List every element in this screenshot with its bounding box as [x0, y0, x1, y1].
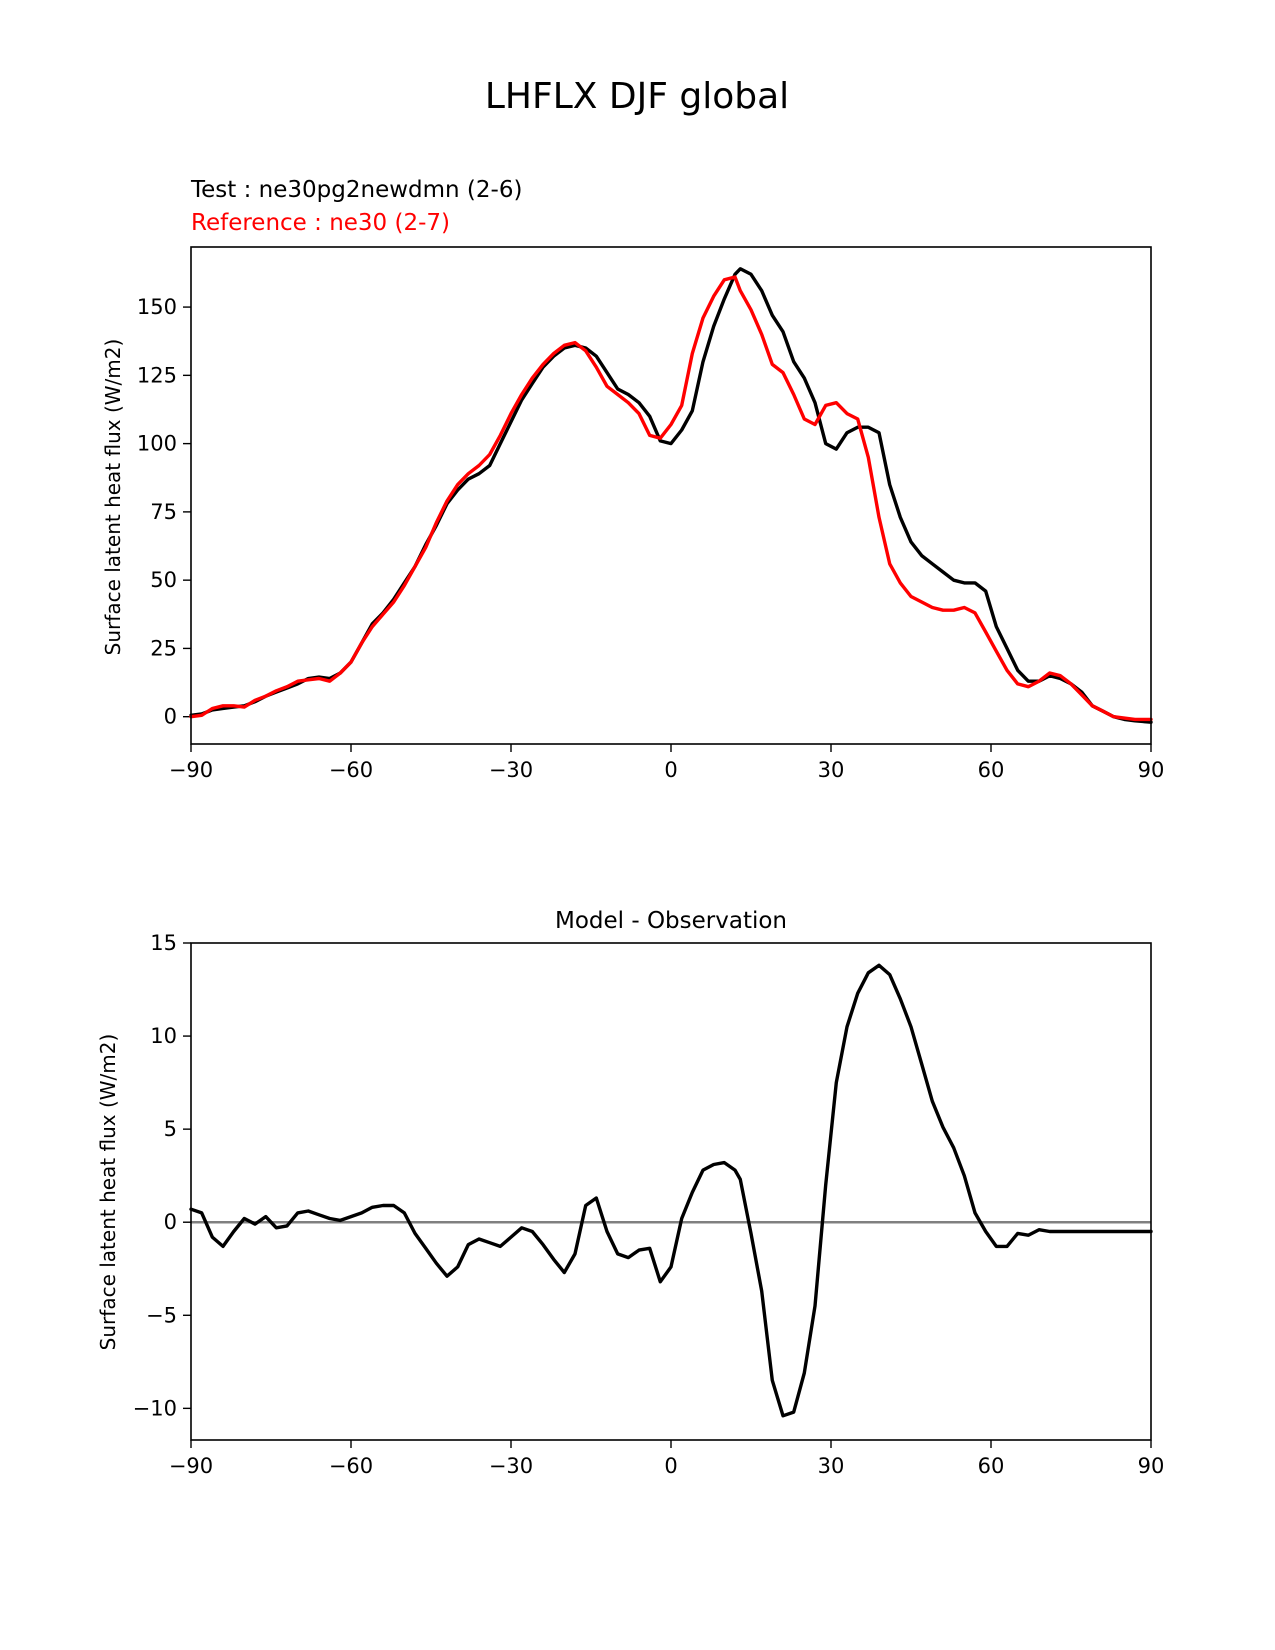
top-plot-frame — [190, 246, 1152, 745]
top-x-tick-label: −60 — [329, 758, 373, 782]
reference-label: Reference : ne30 (2-7) — [191, 210, 450, 236]
bottom-plot-area: −90 −60 −30 0 30 60 90 −10 −5 0 5 10 15 — [133, 931, 1165, 1478]
top-series-reference — [189, 275, 1153, 722]
top-x-tick-label: −30 — [489, 758, 533, 782]
bottom-y-axis-label: Surface latent heat flux (W/m2) — [96, 1034, 120, 1351]
top-y-tick-label: 125 — [137, 363, 177, 387]
top-y-tick-label: 75 — [150, 500, 177, 524]
top-y-tick-label: 0 — [164, 705, 177, 729]
top-x-tick-label: −90 — [169, 758, 213, 782]
bottom-y-tick-label: 15 — [150, 931, 177, 955]
bottom-y-tick-label: −5 — [146, 1303, 177, 1327]
bottom-series-model-observation — [189, 963, 1153, 1418]
bottom-x-tick-label: 60 — [978, 1454, 1005, 1478]
top-plot-area: −90 −60 −30 0 30 60 90 0 25 50 75 100 125 150 — [137, 267, 1165, 782]
bottom-x-tick-label: 90 — [1138, 1454, 1165, 1478]
top-series-test — [189, 267, 1153, 724]
figure-title: LHFLX DJF global — [485, 76, 789, 117]
top-x-tick-label: 90 — [1138, 758, 1165, 782]
bottom-x-tick-label: 0 — [664, 1454, 677, 1478]
bottom-y-tick-label: 0 — [164, 1210, 177, 1234]
bottom-y-tick-label: 10 — [150, 1024, 177, 1048]
bottom-panel-title: Model - Observation — [555, 908, 787, 934]
bottom-y-tick-label: −10 — [133, 1396, 177, 1420]
bottom-x-tick-label: −90 — [169, 1454, 213, 1478]
top-y-axis-label: Surface latent heat flux (W/m2) — [101, 339, 125, 656]
top-x-tick-label: 30 — [818, 758, 845, 782]
bottom-x-tick-label: −30 — [489, 1454, 533, 1478]
top-x-tick-label: 0 — [664, 758, 677, 782]
bottom-panel: Model - Observation Surface latent heat … — [96, 908, 1164, 1478]
bottom-x-tick-label: −60 — [329, 1454, 373, 1478]
top-y-tick-label: 50 — [150, 568, 177, 592]
top-y-tick-label: 25 — [150, 636, 177, 660]
top-y-tick-label: 100 — [137, 432, 177, 456]
bottom-y-tick-label: 5 — [164, 1117, 177, 1141]
top-y-tick-label: 150 — [137, 295, 177, 319]
top-panel: Test : ne30pg2newdmn (2-6) Reference : n… — [101, 177, 1164, 782]
bottom-plot-frame — [190, 942, 1152, 1441]
bottom-x-tick-label: 30 — [818, 1454, 845, 1478]
test-label: Test : ne30pg2newdmn (2-6) — [190, 177, 522, 203]
top-x-tick-label: 60 — [978, 758, 1005, 782]
